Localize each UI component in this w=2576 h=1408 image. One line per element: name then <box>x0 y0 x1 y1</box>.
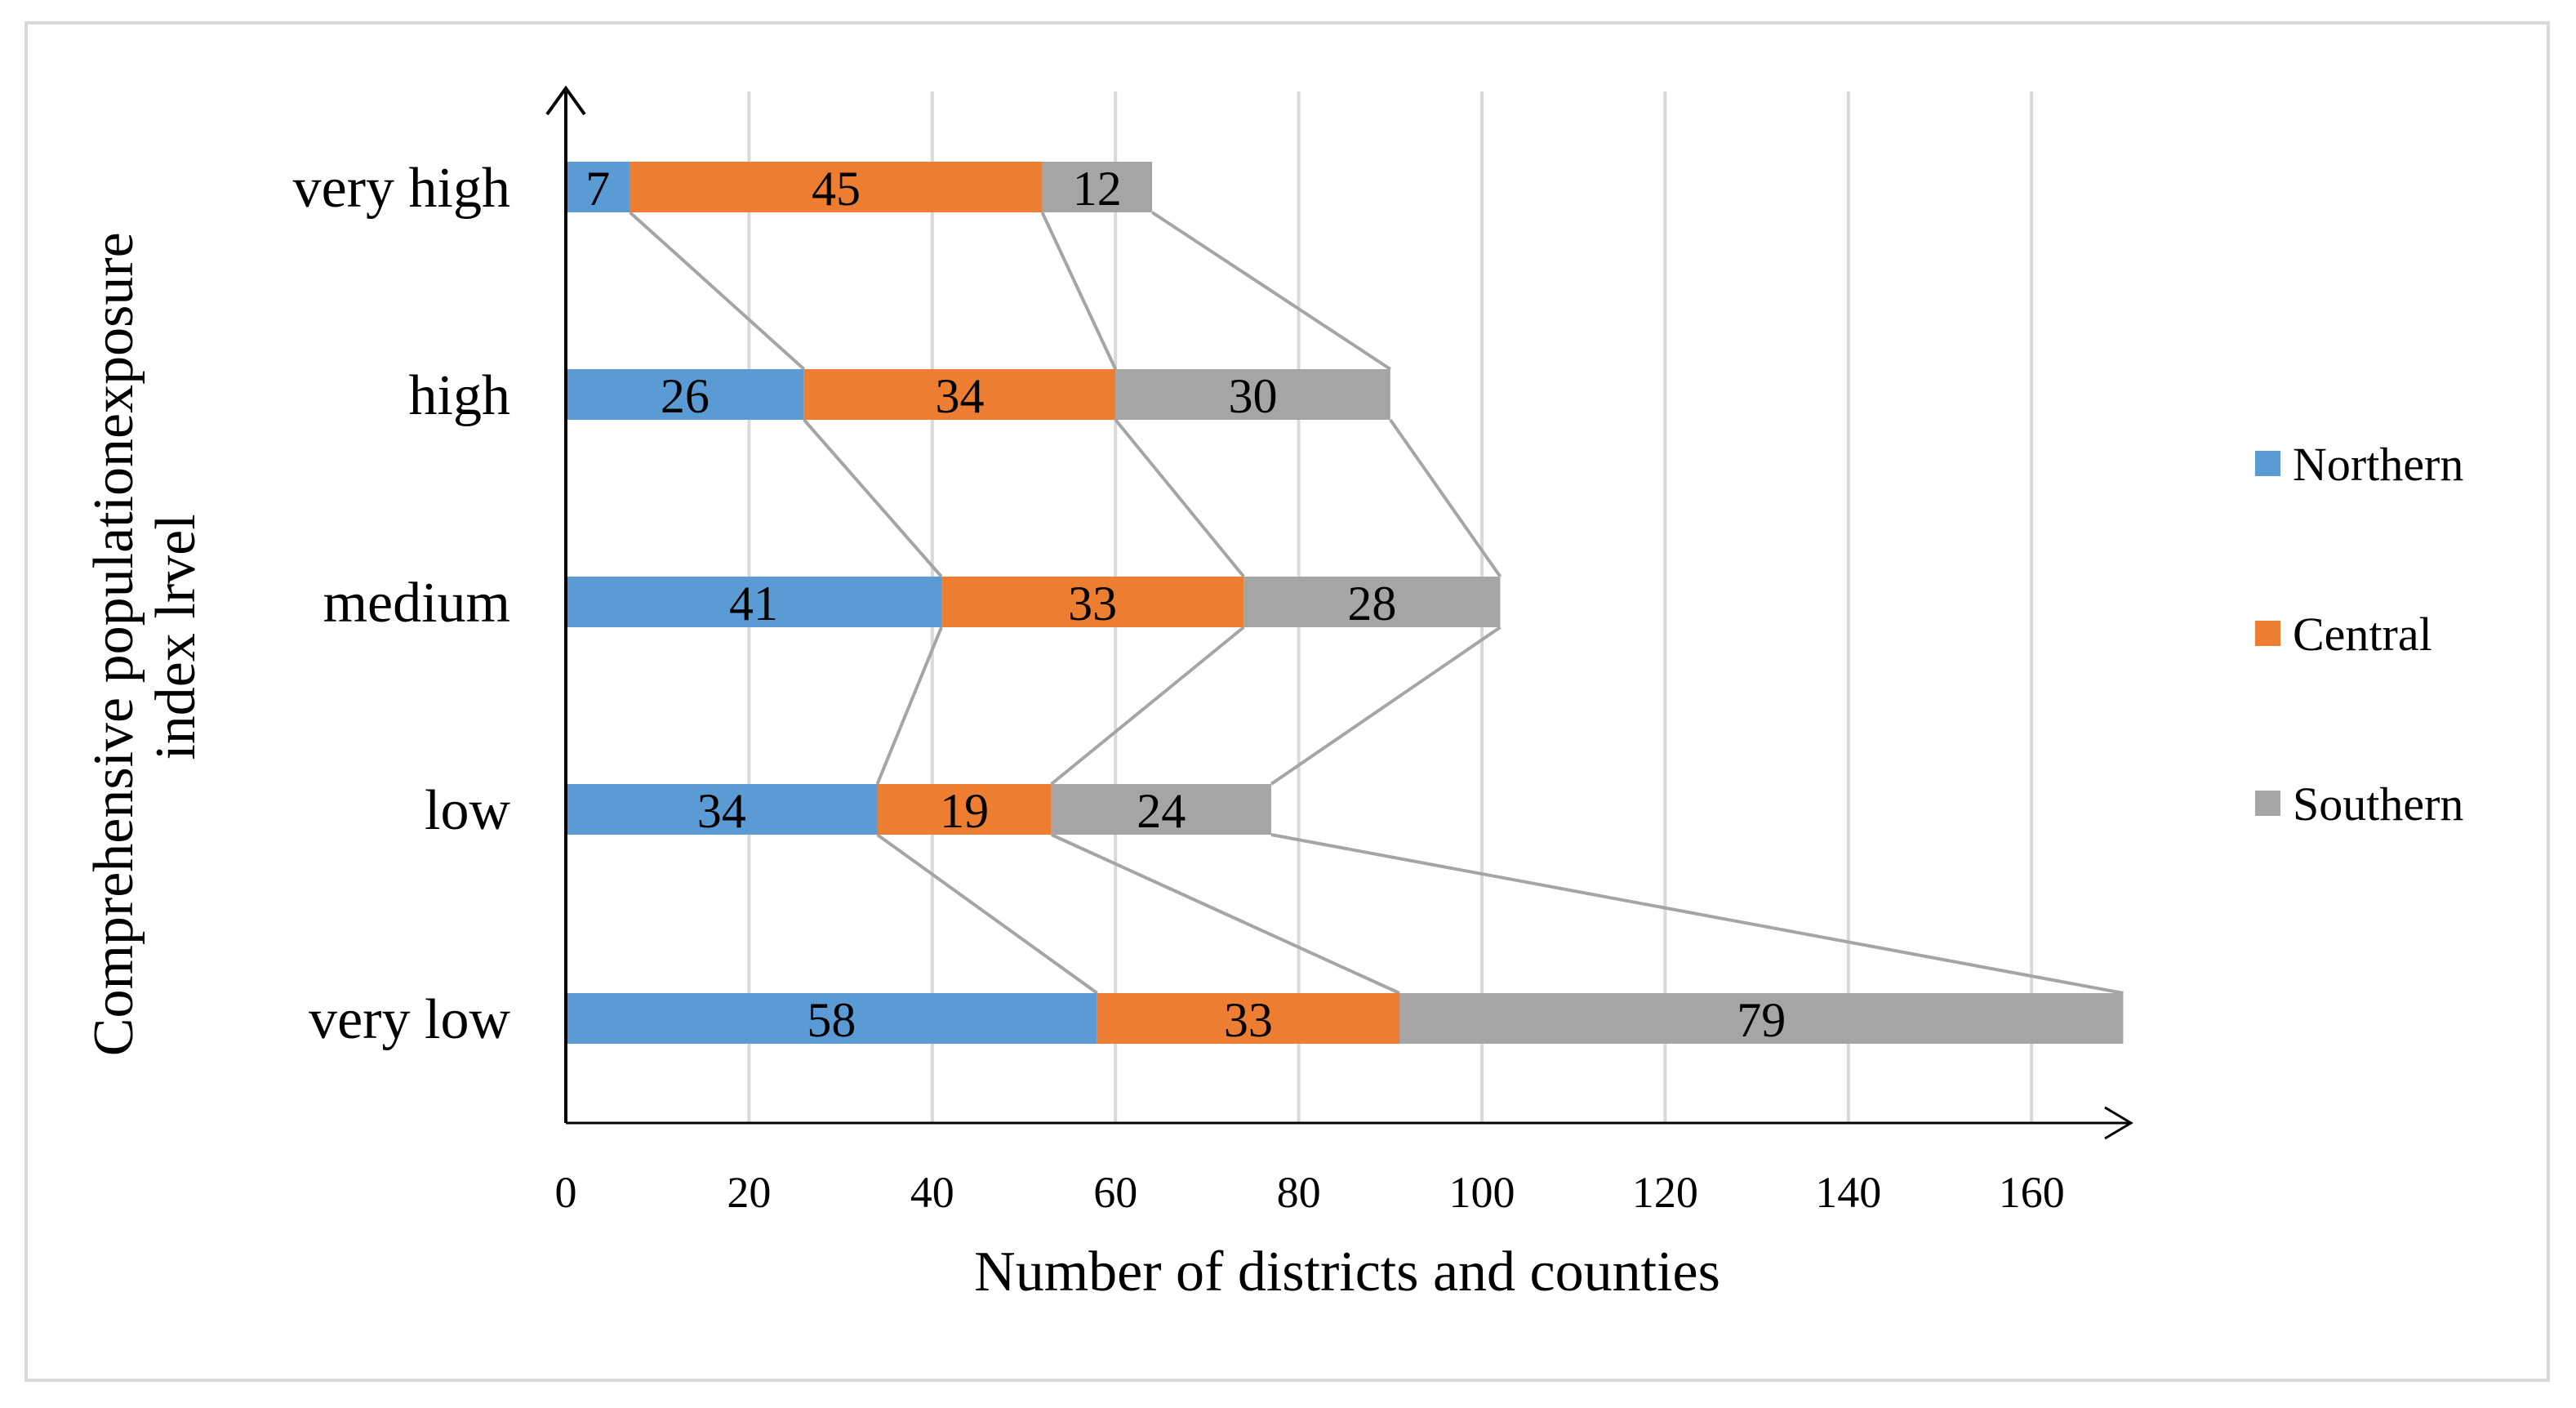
connector-line <box>1389 418 1502 578</box>
value-label-central-very-high: 45 <box>812 162 861 216</box>
bar-northern-very-high <box>566 162 630 212</box>
bar-value-labels: 7 45 12 26 34 30 41 33 28 34 19 24 58 33 79 <box>585 162 1786 1047</box>
bar-central-medium <box>941 577 1244 627</box>
value-label-northern-very-low: 58 <box>807 993 856 1047</box>
x-axis-arrow <box>2104 1106 2133 1140</box>
legend-label-southern: Southern <box>2293 778 2463 831</box>
x-tick-label-60: 60 <box>1093 1168 1137 1217</box>
legend-swatch-northern <box>2255 451 2280 476</box>
legend-label-northern: Northern <box>2293 438 2463 491</box>
legend-item-central: Central <box>2255 608 2432 661</box>
value-label-southern-medium: 28 <box>1347 577 1396 630</box>
legend-item-northern: Northern <box>2255 438 2463 491</box>
category-label-low: low <box>425 779 510 842</box>
category-label-medium: medium <box>323 572 510 635</box>
legend-item-southern: Southern <box>2255 778 2463 831</box>
x-tick-label-140: 140 <box>1815 1168 1881 1217</box>
x-tick-label-0: 0 <box>555 1168 577 1217</box>
x-tick-label-100: 100 <box>1449 1168 1515 1217</box>
category-label-very-high: very high <box>293 157 510 220</box>
bar-northern-very-low <box>566 993 1097 1044</box>
connector-line <box>876 833 1098 995</box>
value-label-central-medium: 33 <box>1068 577 1117 630</box>
value-label-northern-high: 26 <box>661 369 710 423</box>
bar-central-low <box>877 784 1052 835</box>
bar-southern-low <box>1051 784 1271 835</box>
connector-line <box>1050 833 1400 995</box>
value-label-northern-medium: 41 <box>729 577 778 630</box>
connector-line <box>1150 211 1391 371</box>
x-axis-title: Number of districts and counties <box>974 1241 1720 1303</box>
category-label-very-low: very low <box>309 988 510 1051</box>
legend-swatch-southern <box>2255 791 2280 816</box>
value-label-southern-very-low: 79 <box>1737 993 1786 1047</box>
category-label-high: high <box>409 364 510 427</box>
value-label-northern-low: 34 <box>697 784 746 838</box>
y-axis-title-line-1: Comprehensive populationexposure <box>82 232 145 1056</box>
value-label-central-low: 19 <box>940 784 989 838</box>
category-labels: very high high medium low very low <box>293 157 511 1051</box>
bar-southern-medium <box>1244 577 1501 627</box>
bar-northern-low <box>566 784 878 835</box>
bar-southern-very-low <box>1399 993 2124 1044</box>
value-label-southern-low: 24 <box>1137 784 1186 838</box>
value-label-southern-high: 30 <box>1229 369 1278 423</box>
axes <box>545 85 2133 1140</box>
chart-frame <box>24 21 2550 1382</box>
connector-line <box>629 211 806 371</box>
x-tick-label-80: 80 <box>1277 1168 1321 1217</box>
bar-central-very-low <box>1097 993 1400 1044</box>
y-axis-arrow <box>545 85 586 116</box>
legend-swatch-central <box>2255 621 2280 646</box>
bar-central-high <box>803 369 1116 420</box>
x-tick-label-20: 20 <box>727 1168 771 1217</box>
x-tick-label-160: 160 <box>1999 1168 2065 1217</box>
y-axis-title-line-2: index lrvel <box>145 514 207 760</box>
legend-label-central: Central <box>2293 608 2432 661</box>
value-label-northern-very-high: 7 <box>585 162 610 216</box>
bar-southern-high <box>1115 369 1390 420</box>
legend: Northern Central Southern <box>2255 438 2463 831</box>
value-label-central-high: 34 <box>935 369 984 423</box>
bar-northern-medium <box>566 577 942 627</box>
connector-line <box>1270 833 2124 995</box>
bars <box>566 162 2124 1044</box>
connector-line <box>875 626 943 785</box>
value-label-southern-very-high: 12 <box>1073 162 1122 216</box>
x-tick-label-40: 40 <box>910 1168 954 1217</box>
y-axis-title: Comprehensive populationexposure index l… <box>82 218 207 1056</box>
x-tick-label-120: 120 <box>1632 1168 1698 1217</box>
connector-line <box>1114 418 1245 578</box>
x-tick-labels: 0 20 40 60 80 100 120 140 160 <box>555 1168 2065 1217</box>
connector-line <box>1040 212 1118 370</box>
value-label-central-very-low: 33 <box>1224 993 1273 1047</box>
bar-northern-high <box>566 369 804 420</box>
connector-lines <box>629 211 2124 995</box>
connector-line <box>1050 626 1245 786</box>
connector-line <box>1270 626 1502 786</box>
bar-southern-very-high <box>1042 162 1153 212</box>
connector-line <box>803 418 943 578</box>
bar-central-very-high <box>630 162 1043 212</box>
